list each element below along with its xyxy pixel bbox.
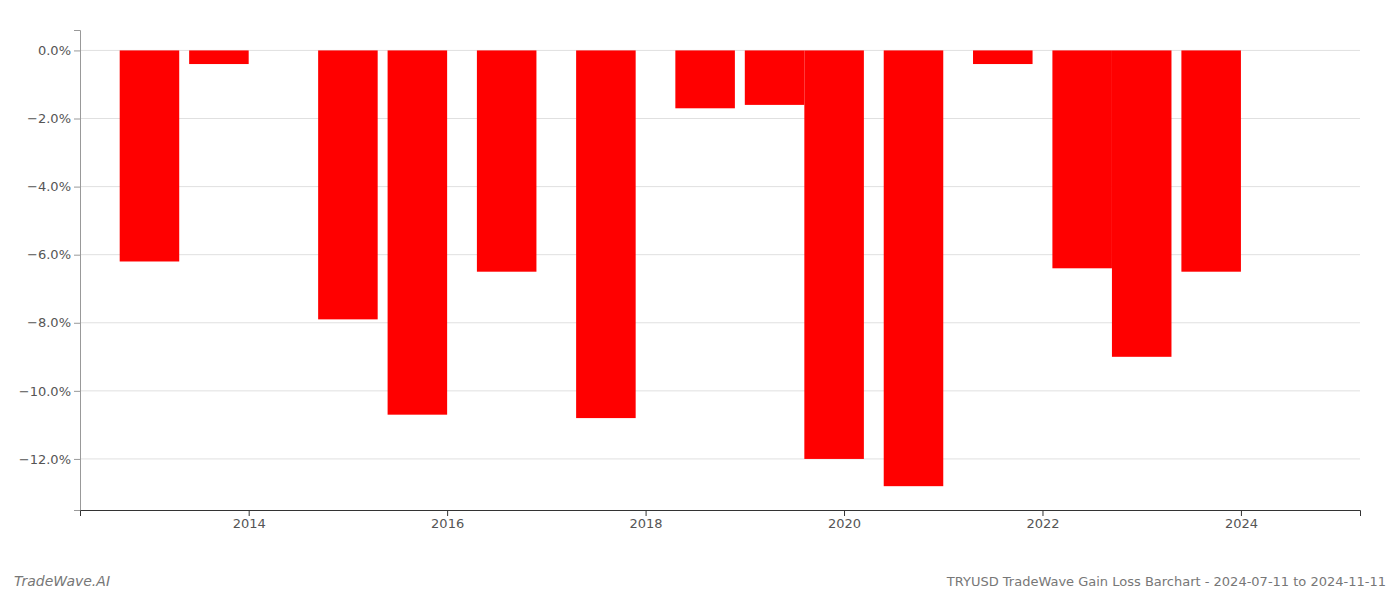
y-tick-mark — [74, 50, 80, 51]
x-axis: 2014 2016 2018 2020 2022 2024 — [81, 510, 1361, 531]
grid-line — [80, 458, 1360, 459]
plot: −12.0% −10.0% −8.0% −6.0% −4.0% −2.0% 0.0% 2014… — [19, 31, 1361, 532]
y-tick-mark — [74, 255, 80, 256]
y-tick-mark — [74, 459, 80, 460]
bar — [388, 50, 448, 414]
y-tick-label: −2.0% — [27, 111, 71, 126]
bar — [973, 50, 1033, 64]
bar — [120, 50, 180, 261]
y-tick-mark — [74, 119, 80, 120]
grid-line — [80, 390, 1360, 391]
bar — [1052, 50, 1112, 268]
bars — [120, 50, 1241, 486]
x-tick-label: 2014 — [233, 516, 266, 531]
y-tick-label: 0.0% — [38, 43, 71, 58]
x-tick-mark — [646, 510, 647, 516]
x-tick: 2014 — [233, 510, 266, 531]
x-tick-mark — [844, 510, 845, 516]
x-tick-mark — [249, 510, 250, 516]
x-tick-mark — [1042, 510, 1043, 516]
x-tick-mark — [447, 510, 448, 516]
y-tick-label: −6.0% — [27, 247, 71, 262]
grid — [80, 50, 1360, 459]
y-tick-label: −4.0% — [27, 179, 71, 194]
y-tick-label: −10.0% — [19, 384, 71, 399]
x-tick-label: 2022 — [1026, 516, 1059, 531]
title: TRYUSD TradeWave Gain Loss Barchart - 20… — [946, 574, 1386, 589]
y-tick-label: −8.0% — [27, 315, 71, 330]
bar — [318, 50, 378, 319]
y-tick: 0.0% — [38, 43, 80, 58]
y-tick: −12.0% — [19, 452, 80, 467]
bar — [745, 50, 805, 104]
bar — [1181, 50, 1241, 271]
y-tick-mark — [74, 323, 80, 324]
x-tick: 2024 — [1225, 510, 1258, 531]
y-tick: −4.0% — [27, 179, 80, 194]
y-axis-line — [74, 31, 81, 511]
y-tick-label: −12.0% — [19, 452, 71, 467]
x-tick: 2018 — [630, 510, 663, 531]
y-tick-mark — [74, 187, 80, 188]
y-tick: −8.0% — [27, 315, 80, 330]
y-tick: −6.0% — [27, 247, 80, 262]
x-axis-line — [81, 511, 1361, 517]
x-tick-label: 2016 — [431, 516, 464, 531]
x-tick-label: 2018 — [630, 516, 663, 531]
y-tick-mark — [74, 391, 80, 392]
bar — [675, 50, 735, 108]
chart: −12.0% −10.0% −8.0% −6.0% −4.0% −2.0% 0.0% 2014… — [0, 0, 1400, 600]
bar — [576, 50, 636, 418]
bar — [477, 50, 537, 271]
bar — [804, 50, 864, 459]
bar — [189, 50, 249, 64]
x-tick: 2016 — [431, 510, 464, 531]
y-axis: −12.0% −10.0% −8.0% −6.0% −4.0% −2.0% 0.0% — [19, 31, 81, 511]
x-tick-mark — [1241, 510, 1242, 516]
bar — [1112, 50, 1172, 356]
x-tick-label: 2020 — [828, 516, 861, 531]
watermark: TradeWave.AI — [14, 573, 110, 589]
x-tick: 2022 — [1026, 510, 1059, 531]
bar — [884, 50, 944, 486]
y-tick: −10.0% — [19, 384, 80, 399]
x-tick: 2020 — [828, 510, 861, 531]
y-tick: −2.0% — [27, 111, 80, 126]
x-tick-label: 2024 — [1225, 516, 1258, 531]
